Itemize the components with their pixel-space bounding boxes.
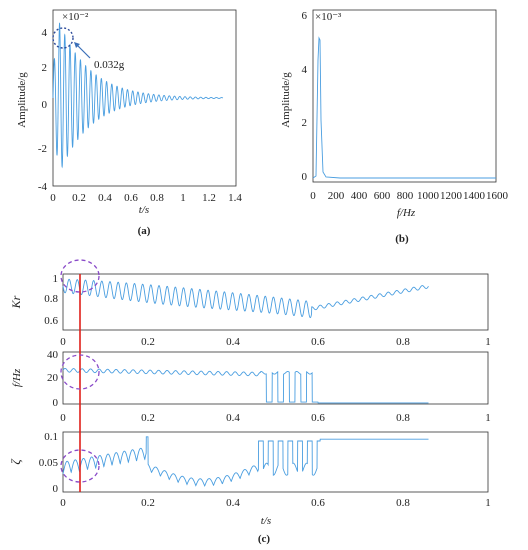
panel-b-ytick: 6 <box>302 10 308 22</box>
panel-a-exponent: ×10⁻² <box>62 11 89 23</box>
panel-c-row1-xtick: 1 <box>485 336 491 348</box>
panel-c-row1-xtick: 0 <box>60 336 66 348</box>
panel-a-ylabel: Amplitude/g <box>16 72 28 128</box>
panel-b-xtick: 800 <box>397 190 414 202</box>
panel-c-kr-ytick: 1 <box>53 273 59 285</box>
panel-a-peak-circle <box>52 27 74 49</box>
panel-b-xtick: 1000 <box>417 190 440 202</box>
panel-c-freq-ytick: 0 <box>53 397 59 409</box>
panel-c-row2-xtick: 1 <box>485 412 491 424</box>
panel-a-xtick: 0 <box>50 192 56 204</box>
panel-c-zeta-ytick: 0 <box>53 483 59 495</box>
panel-c-zeta-line <box>62 436 429 487</box>
panel-b-ylabel: Amplitude/g <box>280 72 292 128</box>
panel-b-xtick: 1600 <box>486 190 509 202</box>
panel-a-annotation: 0.032g <box>94 59 125 71</box>
panel-c-row2-xtick: 0 <box>60 412 66 424</box>
panel-c-row1-xtick: 0.4 <box>226 336 240 348</box>
panel-b-xtick: 200 <box>328 190 345 202</box>
panel-a-xtick: 0.6 <box>124 192 138 204</box>
panel-c-row2-xtick: 0.6 <box>311 412 325 424</box>
panel-b-frame <box>312 9 497 183</box>
panel-a-xlabel: t/s <box>139 204 149 216</box>
panel-c-row3-xtick: 0.2 <box>141 497 155 509</box>
panel-a-ytick: 0 <box>42 99 48 111</box>
panel-b-ytick: 0 <box>302 171 308 183</box>
panel-c-freq-ylabel: f/Hz <box>11 368 23 387</box>
panel-b-xtick: 400 <box>351 190 368 202</box>
panel-a-xtick: 1 <box>180 192 186 204</box>
panel-c-freq-line <box>62 367 429 404</box>
panel-b-xtick: 600 <box>374 190 391 202</box>
panel-c-row3-xtick: 1 <box>485 497 491 509</box>
panel-c-zeta-frame <box>62 431 489 493</box>
panel-c-row3-xtick: 0.6 <box>311 497 325 509</box>
panel-c-row3-xtick: 0.4 <box>226 497 240 509</box>
panel-c-zeta-ylabel: ζ <box>8 459 23 465</box>
panel-c-row2-xtick: 0.8 <box>396 412 410 424</box>
panel-c-zeta-circle <box>60 449 100 483</box>
panel-a-ytick: -4 <box>38 181 48 193</box>
panel-a-label: (a) <box>138 225 151 237</box>
panel-c-freq-ytick: 20 <box>47 372 59 384</box>
panel-c-row1-xtick: 0.2 <box>141 336 155 348</box>
panel-c-xlabel: t/s <box>261 515 271 527</box>
panel-c-kr-frame <box>62 273 489 331</box>
panel-a-xtick: 1.2 <box>202 192 216 204</box>
panel-b: ×10⁻³ Amplitude/g f/Hz (b) 6 4 2 0 0 200… <box>280 9 509 245</box>
panel-a-xtick: 1.4 <box>228 192 242 204</box>
panel-a-arrowhead <box>74 42 80 48</box>
panel-c-kr-line <box>62 278 429 319</box>
panel-a: ×10⁻² Amplitude/g t/s (a) 4 2 0 -2 -4 0 … <box>16 9 242 237</box>
panel-c-row2-xtick: 0.2 <box>141 412 155 424</box>
panel-a-xtick: 0.2 <box>72 192 86 204</box>
panel-b-xtick: 0 <box>310 190 316 202</box>
panel-c-row3-xtick: 0 <box>60 497 66 509</box>
panel-c: Kr 1 0.8 0.6 0 0.2 0.4 0.6 0.8 1 f/Hz 40… <box>8 259 491 545</box>
panel-b-ytick: 2 <box>302 117 308 129</box>
panel-c-kr-circle <box>60 259 100 293</box>
panel-c-kr-ytick: 0.6 <box>44 315 58 327</box>
panel-c-row3-xtick: 0.8 <box>396 497 410 509</box>
panel-b-label: (b) <box>395 233 409 245</box>
panel-c-kr-ylabel: Kr <box>9 295 23 309</box>
panel-a-xtick: 0.8 <box>150 192 164 204</box>
panel-c-freq-frame <box>62 351 489 405</box>
panel-c-zeta-ytick: 0.05 <box>39 457 59 469</box>
panel-c-zeta-ytick: 0.1 <box>44 431 58 443</box>
panel-b-exponent: ×10⁻³ <box>315 11 342 23</box>
panel-a-signal-line <box>52 22 224 169</box>
panel-b-xtick: 1200 <box>440 190 463 202</box>
panel-b-ytick: 4 <box>302 64 308 76</box>
panel-c-kr-ytick: 0.8 <box>44 293 58 305</box>
panel-c-freq-circle <box>60 354 100 390</box>
panel-c-freq-ytick: 40 <box>47 349 59 361</box>
panel-c-label: (c) <box>258 533 271 545</box>
panel-c-row1-xtick: 0.8 <box>396 336 410 348</box>
panel-a-annotation-arrow <box>75 43 91 59</box>
panel-c-row2-xtick: 0.4 <box>226 412 240 424</box>
panel-c-row1-xtick: 0.6 <box>311 336 325 348</box>
panel-b-spectrum-line <box>312 36 496 179</box>
panel-b-xlabel: f/Hz <box>397 207 416 219</box>
panel-b-xtick: 1400 <box>463 190 486 202</box>
panel-a-ytick: 4 <box>42 27 48 39</box>
panel-a-ytick: -2 <box>38 143 47 155</box>
panel-a-xtick: 0.4 <box>98 192 112 204</box>
panel-a-ytick: 2 <box>42 62 48 74</box>
